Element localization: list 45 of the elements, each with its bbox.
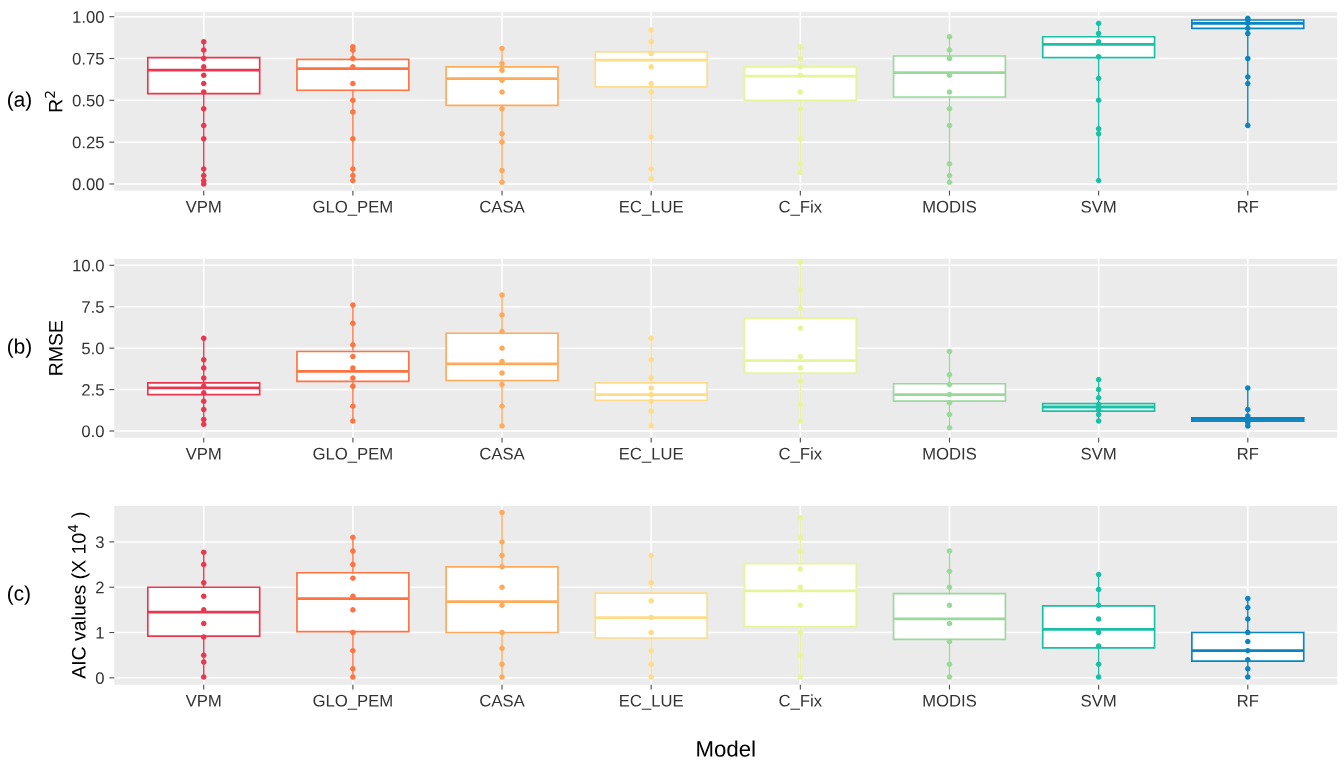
text: (b) (8, 338, 31, 358)
x-tick-label: GLO_PEM (313, 447, 392, 463)
y-tick-label: 1 (96, 627, 104, 639)
x-tick-label: CASA (480, 694, 525, 707)
y-axis-title: R$^{2}$ (44, 91, 63, 112)
y-tick-label: 0.25 (72, 136, 104, 149)
x-tick-label: EC_LUE (620, 447, 683, 463)
x-tick-label: RF (1238, 200, 1259, 213)
y-tick-label: 1.00 (73, 11, 104, 23)
y-tick-label: 0.00 (72, 178, 104, 191)
x-tick-label: MODIS (923, 447, 977, 460)
x-tick-label: C_Fix (779, 694, 822, 710)
x-tick-label: VPM (185, 694, 221, 707)
y-tick-label: 7.5 (82, 301, 104, 313)
x-tick-label: VPM (185, 200, 221, 213)
x-tick-label: EC_LUE (620, 694, 683, 710)
x-tick-label: MODIS (923, 694, 977, 707)
x-tick-label: C_Fix (779, 447, 822, 463)
y-tick-label: 0 (95, 672, 104, 685)
y-axis-title: AIC values (X 10$^{4}$ ) (68, 512, 90, 679)
x-tick-label: GLO_PEM (313, 694, 392, 710)
x-tick-label: CASA (480, 447, 525, 460)
x-tick-label: SVM (1081, 694, 1116, 707)
y-tick-label: 2 (96, 581, 104, 594)
y-tick-label: 0.50 (72, 94, 104, 107)
x-axis-title: Model (697, 740, 755, 757)
y-tick-label: 0.0 (82, 425, 104, 438)
x-tick-label: SVM (1081, 200, 1116, 213)
x-tick-label: CASA (480, 200, 525, 213)
text: (c) (8, 585, 30, 605)
x-tick-label: VPM (185, 447, 221, 460)
y-tick-label: 3 (95, 536, 104, 549)
y-axis-title: RMSE (48, 320, 63, 375)
x-tick-label: C_Fix (779, 200, 822, 216)
x-tick-label: RF (1238, 447, 1259, 460)
y-tick-label: 0.75 (72, 52, 104, 65)
x-tick-label: GLO_PEM (313, 200, 392, 216)
y-tick-label: 10.0 (73, 259, 104, 272)
y-tick-label: 5.0 (82, 342, 104, 355)
x-tick-label: MODIS (923, 200, 977, 213)
x-tick-label: EC_LUE (620, 200, 683, 216)
y-tick-label: 2.5 (82, 383, 104, 396)
x-tick-label: RF (1238, 694, 1259, 707)
x-tick-label: SVM (1081, 447, 1116, 460)
text: (a) (8, 91, 31, 111)
